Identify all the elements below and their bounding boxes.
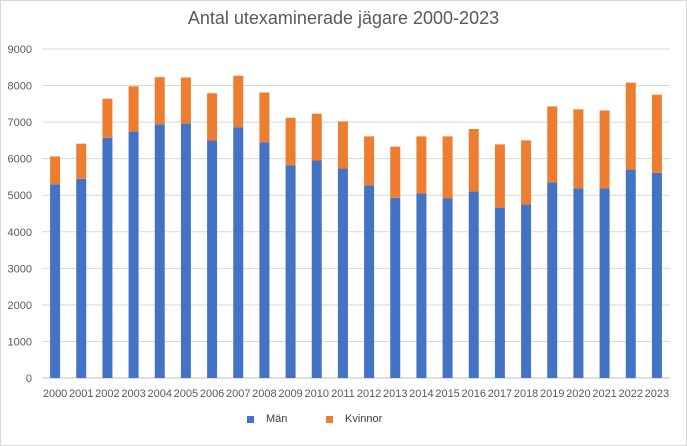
bar-kvinnor-2004 bbox=[154, 77, 165, 125]
bar-man-2014 bbox=[416, 193, 427, 378]
bar-kvinnor-2008 bbox=[259, 92, 270, 143]
x-tick-label: 2016 bbox=[462, 388, 486, 400]
bar-man-2008 bbox=[259, 142, 270, 378]
bar-man-2017 bbox=[494, 207, 505, 378]
bar-kvinnor-2021 bbox=[599, 110, 610, 189]
y-tick-label: 7000 bbox=[8, 117, 32, 129]
bar-kvinnor-2003 bbox=[128, 86, 139, 132]
x-tick-label: 2018 bbox=[514, 388, 538, 400]
bar-man-2019 bbox=[547, 182, 558, 378]
x-tick-label: 2017 bbox=[488, 388, 512, 400]
x-tick-label: 2020 bbox=[566, 388, 590, 400]
y-tick-label: 1000 bbox=[8, 336, 32, 348]
bar-man-2007 bbox=[233, 127, 244, 379]
x-tick-label: 2014 bbox=[409, 388, 433, 400]
y-tick-label: 8000 bbox=[8, 81, 32, 93]
bar-kvinnor-2013 bbox=[390, 146, 401, 198]
bar-man-2006 bbox=[207, 140, 218, 378]
x-tick-label: 2003 bbox=[121, 388, 145, 400]
x-tick-label: 2001 bbox=[69, 388, 93, 400]
bar-man-2009 bbox=[285, 165, 296, 378]
x-tick-label: 2005 bbox=[174, 388, 198, 400]
bar-kvinnor-2015 bbox=[442, 136, 453, 199]
bar-kvinnor-2018 bbox=[521, 140, 532, 205]
bar-man-2018 bbox=[521, 204, 532, 378]
x-tick-label: 2021 bbox=[592, 388, 616, 400]
bar-kvinnor-2000 bbox=[50, 156, 61, 185]
bar-man-2021 bbox=[599, 188, 610, 378]
bar-man-2001 bbox=[76, 178, 87, 378]
x-tick-label: 2023 bbox=[645, 388, 669, 400]
bar-kvinnor-2012 bbox=[364, 136, 375, 186]
bar-kvinnor-2002 bbox=[102, 98, 113, 138]
bar-kvinnor-2011 bbox=[337, 121, 348, 169]
x-tick-label: 2002 bbox=[95, 388, 119, 400]
legend-swatch-kvinnor bbox=[326, 415, 333, 423]
bar-man-2012 bbox=[364, 185, 375, 378]
bar-man-2011 bbox=[337, 168, 348, 378]
x-tick-label: 2022 bbox=[619, 388, 643, 400]
x-tick-label: 2019 bbox=[540, 388, 564, 400]
bar-man-2023 bbox=[651, 172, 662, 378]
x-tick-label: 2011 bbox=[331, 388, 355, 400]
x-tick-label: 2012 bbox=[357, 388, 381, 400]
bar-kvinnor-2020 bbox=[573, 109, 584, 189]
y-tick-label: 4000 bbox=[8, 227, 32, 239]
x-tick-label: 2000 bbox=[43, 388, 67, 400]
x-tick-label: 2008 bbox=[252, 388, 276, 400]
x-tick-label: 2009 bbox=[278, 388, 302, 400]
bar-kvinnor-2001 bbox=[76, 143, 87, 179]
bar-kvinnor-2016 bbox=[468, 129, 479, 192]
y-tick-label: 3000 bbox=[8, 263, 32, 275]
bar-kvinnor-2014 bbox=[416, 136, 427, 194]
bar-kvinnor-2009 bbox=[285, 117, 296, 166]
bar-kvinnor-2023 bbox=[651, 94, 662, 173]
bar-man-2013 bbox=[390, 197, 401, 378]
bar-kvinnor-2010 bbox=[311, 113, 322, 161]
y-tick-label: 5000 bbox=[8, 190, 32, 202]
y-tick-label: 0 bbox=[26, 373, 32, 385]
x-tick-label: 2007 bbox=[226, 388, 250, 400]
bar-man-2015 bbox=[442, 198, 453, 378]
bar-man-2010 bbox=[311, 160, 322, 378]
x-tick-label: 2004 bbox=[148, 388, 172, 400]
legend: Män Kvinnor bbox=[0, 413, 687, 429]
x-tick-label: 2006 bbox=[200, 388, 224, 400]
chart-title: Antal utexaminerade jägare 2000-2023 bbox=[187, 8, 500, 28]
bar-man-2002 bbox=[102, 137, 113, 378]
legend-label-man: Män bbox=[266, 413, 288, 425]
x-tick-label: 2015 bbox=[435, 388, 459, 400]
bar-kvinnor-2017 bbox=[494, 144, 505, 208]
legend-item-man: Män bbox=[247, 413, 287, 425]
bar-man-2000 bbox=[50, 184, 61, 378]
bar-man-2020 bbox=[573, 188, 584, 378]
bar-man-2003 bbox=[128, 131, 139, 378]
bar-kvinnor-2019 bbox=[547, 106, 558, 183]
y-tick-label: 6000 bbox=[8, 154, 32, 166]
y-tick-label: 9000 bbox=[8, 44, 32, 56]
x-tick-label: 2013 bbox=[383, 388, 407, 400]
bar-kvinnor-2022 bbox=[625, 82, 636, 170]
bar-man-2005 bbox=[180, 123, 191, 378]
bar-kvinnor-2007 bbox=[233, 75, 244, 128]
bar-man-2022 bbox=[625, 169, 636, 378]
bar-kvinnor-2006 bbox=[207, 93, 218, 141]
legend-item-kvinnor: Kvinnor bbox=[326, 413, 382, 425]
legend-swatch-man bbox=[247, 415, 254, 423]
bar-man-2004 bbox=[154, 124, 165, 378]
bar-man-2016 bbox=[468, 191, 479, 378]
y-tick-label: 2000 bbox=[8, 300, 32, 312]
legend-label-kvinnor: Kvinnor bbox=[345, 413, 383, 425]
x-tick-label: 2010 bbox=[305, 388, 329, 400]
bar-kvinnor-2005 bbox=[180, 77, 191, 124]
